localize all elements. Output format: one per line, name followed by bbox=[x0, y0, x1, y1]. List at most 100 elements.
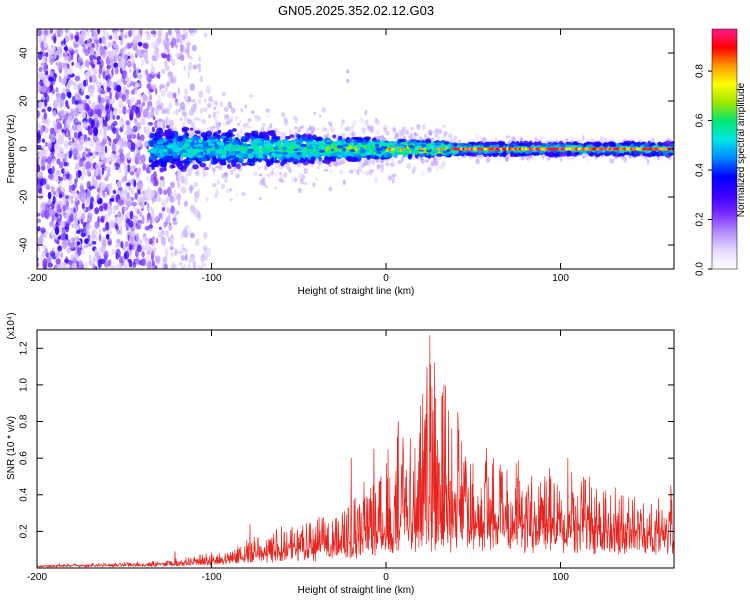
heatmap-cell bbox=[188, 55, 194, 60]
heatmap-cell bbox=[154, 264, 158, 269]
heatmap-cell bbox=[151, 41, 157, 47]
heatmap-cell bbox=[85, 223, 91, 230]
heatmap-cell bbox=[390, 157, 395, 164]
heatmap-cell bbox=[106, 110, 110, 115]
heatmap-cell bbox=[456, 156, 462, 161]
heatmap-cell bbox=[75, 150, 79, 156]
heatmap-cell bbox=[143, 126, 147, 134]
heatmap-cell bbox=[157, 118, 163, 123]
heatmap-cell bbox=[89, 140, 95, 148]
heatmap-cell bbox=[485, 157, 491, 163]
heatmap-cell bbox=[179, 186, 185, 191]
heatmap-cell bbox=[182, 264, 187, 269]
heatmap-cell bbox=[278, 172, 283, 175]
heatmap-cell bbox=[167, 91, 171, 99]
heatmap-cell bbox=[47, 156, 52, 164]
heatmap-cell bbox=[110, 157, 116, 162]
heatmap-cell bbox=[98, 94, 101, 104]
heatmap-cell bbox=[323, 127, 328, 132]
heatmap-cell bbox=[168, 102, 173, 110]
heatmap-cell bbox=[440, 163, 444, 170]
heatmap-cell bbox=[442, 124, 446, 129]
heatmap-cell bbox=[171, 43, 174, 49]
heatmap-cell bbox=[132, 125, 138, 133]
heatmap-cell bbox=[290, 176, 296, 183]
heatmap-cell bbox=[294, 117, 298, 124]
heatmap-cell bbox=[188, 61, 193, 67]
heatmap-cell bbox=[67, 180, 73, 185]
heatmap-cell bbox=[345, 126, 351, 132]
heatmap-cell bbox=[315, 127, 319, 131]
heatmap-cell bbox=[156, 100, 159, 106]
heatmap-cell bbox=[124, 240, 129, 248]
heatmap-cell bbox=[369, 127, 374, 133]
heatmap-cell bbox=[380, 167, 384, 173]
heatmap-cell bbox=[352, 119, 356, 126]
heatmap-cell bbox=[424, 159, 429, 163]
heatmap-cell bbox=[70, 34, 74, 40]
heatmap-cell bbox=[37, 110, 40, 118]
heatmap-cell bbox=[124, 164, 128, 172]
heatmap-cell bbox=[178, 108, 182, 113]
heatmap-cell bbox=[56, 169, 61, 176]
heatmap-cell bbox=[49, 220, 54, 228]
heatmap-cell bbox=[143, 236, 148, 242]
heatmap-cell bbox=[116, 133, 120, 141]
heatmap-cell bbox=[207, 114, 212, 119]
heatmap-cell bbox=[534, 134, 537, 141]
heatmap-cell bbox=[133, 81, 136, 88]
heatmap-cell bbox=[165, 124, 170, 129]
heatmap-cell bbox=[93, 114, 98, 119]
heatmap-cell bbox=[68, 150, 72, 159]
heatmap-cell bbox=[148, 238, 153, 245]
heatmap-cell bbox=[101, 236, 106, 240]
heatmap-cell bbox=[65, 130, 69, 138]
heatmap-cell bbox=[392, 126, 397, 132]
heatmap-cell bbox=[565, 138, 569, 142]
heatmap-cell bbox=[119, 220, 122, 229]
heatmap-cell bbox=[116, 180, 122, 189]
heatmap-cell bbox=[264, 185, 268, 189]
heatmap-cell bbox=[73, 233, 77, 239]
heatmap-cell bbox=[118, 199, 125, 206]
heatmap-cell bbox=[101, 138, 107, 145]
heatmap-cell bbox=[168, 119, 174, 127]
heatmap-cell bbox=[387, 175, 393, 182]
heatmap-cell bbox=[145, 30, 149, 36]
heatmap-cell bbox=[125, 120, 131, 126]
heatmap-cell bbox=[340, 122, 344, 128]
heatmap-cell bbox=[525, 156, 530, 162]
heatmap-cell bbox=[136, 67, 139, 77]
heatmap-cell bbox=[100, 104, 105, 112]
heatmap-cell bbox=[140, 154, 146, 164]
heatmap-cell bbox=[367, 160, 372, 164]
heatmap-cell bbox=[68, 184, 73, 190]
heatmap-cell bbox=[203, 32, 208, 38]
heatmap-cell bbox=[62, 131, 65, 137]
heatmap-cell bbox=[75, 171, 79, 180]
heatmap-cell bbox=[235, 163, 241, 169]
heatmap-cell bbox=[147, 81, 152, 91]
heatmap-cell bbox=[102, 191, 106, 197]
heatmap-cell bbox=[88, 88, 94, 97]
heatmap-cell bbox=[350, 124, 355, 131]
heatmap-cell bbox=[300, 125, 305, 129]
heatmap-cell bbox=[91, 174, 95, 182]
heatmap-cell bbox=[137, 41, 143, 47]
heatmap-cell bbox=[60, 233, 66, 241]
heatmap-cell bbox=[43, 149, 48, 155]
heatmap-cell bbox=[93, 148, 98, 157]
heatmap-cell bbox=[71, 190, 77, 194]
heatmap-cell bbox=[114, 112, 117, 120]
heatmap-cell bbox=[70, 237, 76, 242]
heatmap-cell bbox=[207, 247, 212, 257]
heatmap-cell bbox=[116, 229, 121, 235]
heatmap-cell bbox=[105, 69, 110, 75]
heatmap-cell bbox=[150, 66, 156, 76]
heatmap-cell bbox=[37, 171, 43, 179]
heatmap-cell bbox=[96, 55, 102, 62]
heatmap-cell bbox=[94, 33, 98, 41]
heatmap-cell bbox=[153, 247, 157, 253]
heatmap-cell bbox=[127, 51, 131, 57]
heatmap-cell bbox=[122, 85, 127, 91]
